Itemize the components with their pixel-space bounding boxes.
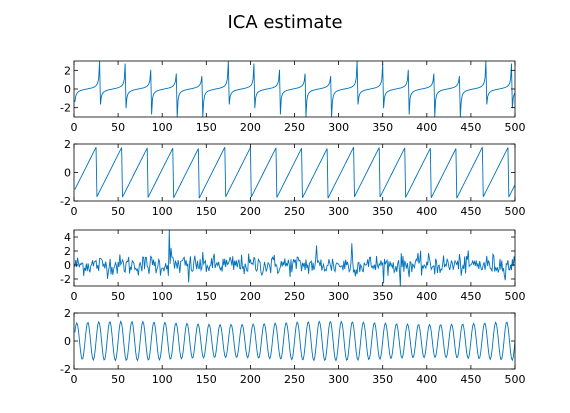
y-tick-label: 0 bbox=[64, 83, 71, 96]
x-tick-label: 400 bbox=[416, 205, 437, 218]
y-tick-label: -2 bbox=[60, 195, 71, 208]
subplot-4: 0 50 100 150 200 250 300 350 400 450 500-202 bbox=[60, 307, 525, 386]
series-line bbox=[74, 61, 515, 117]
x-tick-label: 100 bbox=[152, 205, 173, 218]
x-tick-label: 300 bbox=[328, 121, 349, 134]
x-tick-label: 400 bbox=[416, 373, 437, 386]
figure-title: ICA estimate bbox=[227, 12, 342, 33]
x-tick-label: 300 bbox=[328, 290, 349, 303]
y-tick-label: -2 bbox=[60, 363, 71, 376]
x-tick-label: 350 bbox=[372, 121, 393, 134]
x-tick-label: 0 bbox=[71, 373, 78, 386]
x-tick-label: 500 bbox=[505, 290, 526, 303]
x-tick-label: 250 bbox=[284, 121, 305, 134]
x-tick-label: 200 bbox=[240, 373, 261, 386]
x-tick-label: 350 bbox=[372, 290, 393, 303]
x-tick-label: 350 bbox=[372, 373, 393, 386]
x-tick-label: 0 bbox=[71, 205, 78, 218]
x-tick-label: 300 bbox=[328, 373, 349, 386]
x-tick-label: 50 bbox=[111, 373, 125, 386]
x-tick-label: 150 bbox=[196, 373, 217, 386]
x-tick-label: 150 bbox=[196, 290, 217, 303]
x-tick-label: 500 bbox=[505, 205, 526, 218]
y-tick-label: 0 bbox=[64, 167, 71, 180]
x-tick-label: 200 bbox=[240, 205, 261, 218]
x-tick-label: 100 bbox=[152, 121, 173, 134]
x-tick-label: 50 bbox=[111, 121, 125, 134]
x-tick-label: 500 bbox=[505, 373, 526, 386]
y-tick-label: 4 bbox=[64, 231, 71, 244]
x-tick-label: 200 bbox=[240, 290, 261, 303]
y-tick-label: -2 bbox=[60, 273, 71, 286]
x-tick-label: 200 bbox=[240, 121, 261, 134]
x-tick-label: 450 bbox=[460, 373, 481, 386]
x-tick-label: 250 bbox=[284, 290, 305, 303]
x-tick-label: 400 bbox=[416, 121, 437, 134]
axes-frame bbox=[73, 143, 516, 202]
y-tick-label: 2 bbox=[64, 245, 71, 258]
x-tick-label: 250 bbox=[284, 373, 305, 386]
series-line bbox=[74, 230, 515, 286]
x-tick-label: 100 bbox=[152, 373, 173, 386]
subplot-1: 0 50 100 150 200 250 300 350 400 450 500-202 bbox=[60, 60, 526, 134]
x-tick-label: 0 bbox=[71, 121, 78, 134]
y-tick-label: 2 bbox=[64, 138, 71, 151]
y-tick-label: 2 bbox=[64, 307, 71, 320]
subplot-2: 0 50 100 150 200 250 300 350 400 450 500-202 bbox=[60, 138, 525, 218]
x-tick-label: 450 bbox=[460, 290, 481, 303]
x-tick-label: 450 bbox=[460, 205, 481, 218]
axes-frame bbox=[73, 229, 516, 287]
y-tick-label: 0 bbox=[64, 335, 71, 348]
x-tick-label: 0 bbox=[71, 290, 78, 303]
x-tick-label: 400 bbox=[416, 290, 437, 303]
x-tick-label: 50 bbox=[111, 290, 125, 303]
x-tick-label: 300 bbox=[328, 205, 349, 218]
x-tick-label: 100 bbox=[152, 290, 173, 303]
y-tick-label: 0 bbox=[64, 259, 71, 272]
x-tick-label: 250 bbox=[284, 205, 305, 218]
x-tick-label: 350 bbox=[372, 205, 393, 218]
x-tick-label: 500 bbox=[505, 121, 526, 134]
x-tick-label: 150 bbox=[196, 205, 217, 218]
x-tick-label: 50 bbox=[111, 205, 125, 218]
series-line bbox=[74, 320, 515, 362]
x-tick-label: 150 bbox=[196, 121, 217, 134]
y-tick-label: 2 bbox=[64, 64, 71, 77]
series-line bbox=[74, 146, 515, 199]
x-tick-label: 450 bbox=[460, 121, 481, 134]
y-tick-label: -2 bbox=[60, 102, 71, 115]
